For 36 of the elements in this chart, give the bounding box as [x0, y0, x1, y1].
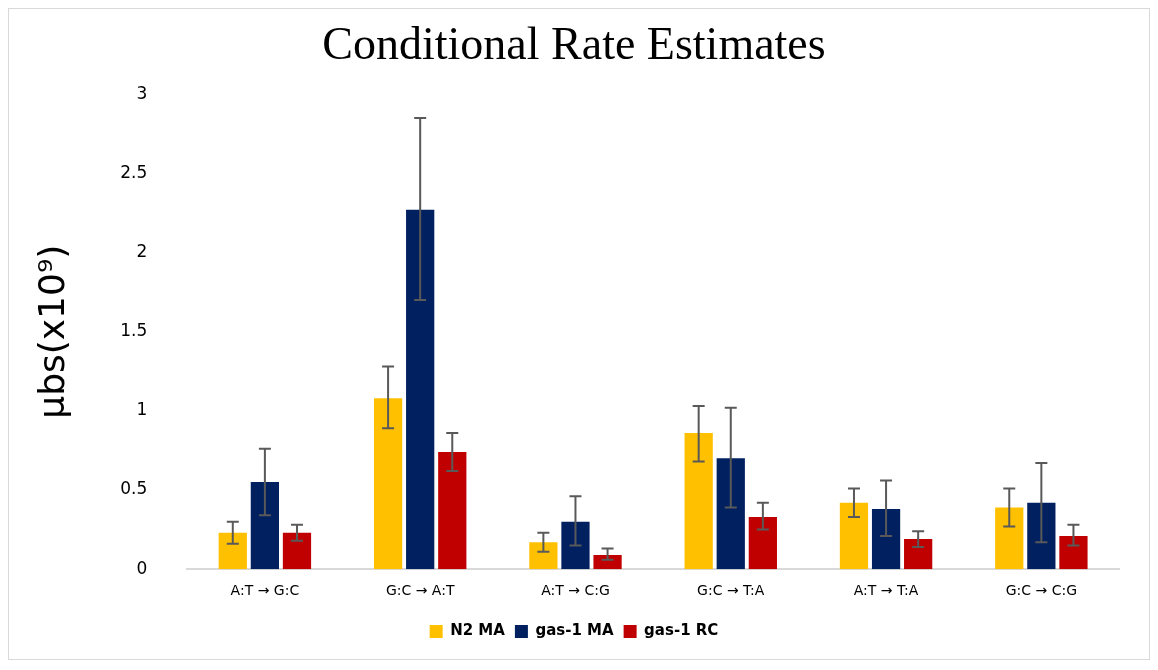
- x-tick-label: G:C → A:T: [385, 582, 455, 599]
- y-tick-label: 3: [136, 82, 148, 103]
- y-tick-label: 1: [136, 399, 148, 420]
- bar: [529, 542, 558, 570]
- bar: [1027, 502, 1056, 570]
- y-tick-label: 0: [136, 557, 148, 578]
- x-tick-label: A:T → C:G: [541, 582, 610, 599]
- chart-title: Conditional Rate Estimates: [322, 17, 826, 69]
- x-tick-label: A:T → G:C: [230, 582, 300, 599]
- bar: [904, 539, 933, 570]
- y-tick-label: 2.5: [120, 161, 148, 182]
- legend-label: N2 MA: [450, 621, 506, 640]
- x-tick-label: G:C → T:A: [697, 582, 765, 599]
- x-tick-label: A:T → T:A: [853, 582, 919, 599]
- bar: [684, 433, 713, 570]
- bar: [839, 502, 869, 570]
- bar: [438, 452, 467, 570]
- bar: [406, 209, 435, 570]
- legend-label: gas-1 MA: [535, 621, 614, 640]
- bar: [373, 398, 403, 570]
- y-axis-title: μbs(x10⁹): [30, 244, 72, 419]
- bar: [282, 532, 312, 570]
- legend-label: gas-1 RC: [644, 621, 719, 640]
- bar: [748, 516, 777, 570]
- bar: [250, 482, 279, 570]
- bar: [593, 554, 622, 570]
- y-tick-label: 2: [136, 240, 148, 261]
- y-tick-label: 1.5: [120, 320, 148, 341]
- bar: [561, 521, 590, 570]
- bar: [1059, 535, 1088, 570]
- bar: [218, 532, 247, 570]
- y-tick-label: 0.5: [120, 478, 148, 499]
- bar: [716, 458, 745, 570]
- x-tick-label: G:C → C:G: [1005, 582, 1078, 599]
- bar: [871, 509, 901, 570]
- bar: [995, 507, 1024, 570]
